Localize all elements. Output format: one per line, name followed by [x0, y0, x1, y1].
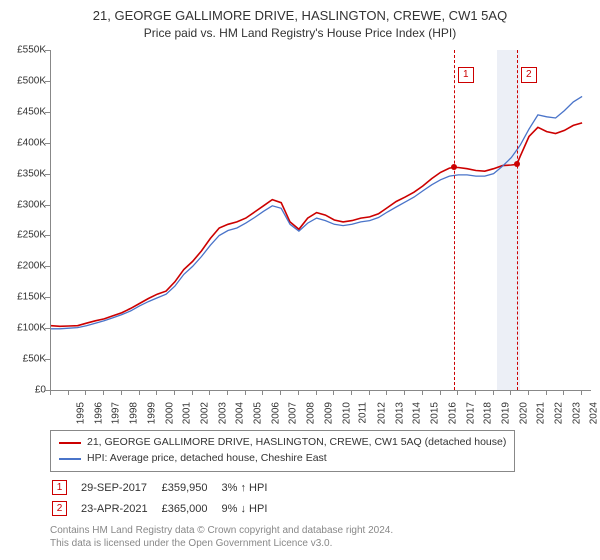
y-tick-label: £300K — [6, 199, 46, 210]
sale-row: 1 29-SEP-2017£359,9503% ↑ HPI — [52, 478, 279, 497]
y-tick-label: £550K — [6, 45, 46, 56]
sale-marker-line — [454, 50, 455, 390]
y-tick-label: £450K — [6, 106, 46, 117]
x-tick-label: 2003 — [217, 402, 228, 424]
x-tick-label: 2019 — [500, 402, 511, 424]
y-tick-label: £400K — [6, 137, 46, 148]
y-tick-label: £50K — [6, 354, 46, 365]
x-tick-label: 1998 — [128, 402, 139, 424]
sale-marker-line — [517, 50, 518, 390]
footer: Contains HM Land Registry data © Crown c… — [50, 524, 393, 550]
title-subtitle: Price paid vs. HM Land Registry's House … — [0, 26, 600, 40]
x-tick-label: 2008 — [305, 402, 316, 424]
y-tick-label: £350K — [6, 168, 46, 179]
y-tick-label: £500K — [6, 75, 46, 86]
sale-date: 23-APR-2021 — [81, 499, 160, 518]
series-property — [51, 123, 582, 326]
legend-item: 21, GEORGE GALLIMORE DRIVE, HASLINGTON, … — [59, 435, 506, 451]
x-tick-label: 2013 — [394, 402, 405, 424]
x-tick-label: 1995 — [75, 402, 86, 424]
x-tick-label: 2018 — [482, 402, 493, 424]
title-address: 21, GEORGE GALLIMORE DRIVE, HASLINGTON, … — [0, 8, 600, 23]
y-tick-label: £100K — [6, 323, 46, 334]
x-tick-label: 1996 — [93, 402, 104, 424]
legend-swatch — [59, 458, 81, 460]
x-tick-label: 2001 — [181, 402, 192, 424]
x-tick-label: 2022 — [553, 402, 564, 424]
sale-badge-icon: 2 — [52, 501, 67, 516]
chart-svg — [51, 50, 591, 390]
chart-area: 12 £0£50K£100K£150K£200K£250K£300K£350K£… — [8, 50, 592, 420]
sale-marker-badge: 1 — [458, 67, 474, 83]
x-tick-label: 2023 — [571, 402, 582, 424]
footer-line2: This data is licensed under the Open Gov… — [50, 537, 393, 550]
y-tick-label: £200K — [6, 261, 46, 272]
y-tick-label: £150K — [6, 292, 46, 303]
x-tick-label: 2007 — [288, 402, 299, 424]
sales-table: 1 29-SEP-2017£359,9503% ↑ HPI 2 23-APR-2021… — [50, 476, 281, 520]
sale-point — [451, 164, 457, 170]
y-tick-label: £0 — [6, 385, 46, 396]
x-tick-label: 2006 — [270, 402, 281, 424]
x-tick-label: 2009 — [323, 402, 334, 424]
footer-line1: Contains HM Land Registry data © Crown c… — [50, 524, 393, 537]
y-tick-label: £250K — [6, 230, 46, 241]
sale-delta: 3% ↑ HPI — [222, 478, 280, 497]
x-tick-label: 2000 — [164, 402, 175, 424]
legend-swatch — [59, 442, 81, 444]
legend-label: HPI: Average price, detached house, Ches… — [87, 451, 327, 467]
x-tick-label: 2020 — [518, 402, 529, 424]
chart-container: 21, GEORGE GALLIMORE DRIVE, HASLINGTON, … — [0, 0, 600, 560]
x-tick-label: 2010 — [341, 402, 352, 424]
x-tick-label: 2016 — [447, 402, 458, 424]
sale-delta: 9% ↓ HPI — [222, 499, 280, 518]
x-tick-label: 1997 — [111, 402, 122, 424]
x-tick-label: 2011 — [358, 402, 369, 424]
x-tick-label: 2014 — [412, 402, 423, 424]
x-tick-label: 2024 — [589, 402, 600, 424]
x-tick-label: 2017 — [465, 402, 476, 424]
sale-row: 2 23-APR-2021£365,0009% ↓ HPI — [52, 499, 279, 518]
x-tick-label: 2005 — [252, 402, 263, 424]
sale-price: £359,950 — [162, 478, 220, 497]
sale-badge-icon: 1 — [52, 480, 67, 495]
sale-marker-badge: 2 — [521, 67, 537, 83]
legend-label: 21, GEORGE GALLIMORE DRIVE, HASLINGTON, … — [87, 435, 506, 451]
plot-area: 12 — [50, 50, 591, 391]
x-tick-label: 2021 — [536, 402, 547, 424]
x-tick-label: 2004 — [235, 402, 246, 424]
title-area: 21, GEORGE GALLIMORE DRIVE, HASLINGTON, … — [0, 0, 600, 44]
legend-item: HPI: Average price, detached house, Ches… — [59, 451, 506, 467]
x-tick-label: 1999 — [146, 402, 157, 424]
x-tick-label: 2002 — [199, 402, 210, 424]
x-tick-label: 2012 — [376, 402, 387, 424]
sale-price: £365,000 — [162, 499, 220, 518]
sale-date: 29-SEP-2017 — [81, 478, 160, 497]
legend: 21, GEORGE GALLIMORE DRIVE, HASLINGTON, … — [50, 430, 515, 472]
sale-point — [514, 161, 520, 167]
x-tick-label: 2015 — [429, 402, 440, 424]
